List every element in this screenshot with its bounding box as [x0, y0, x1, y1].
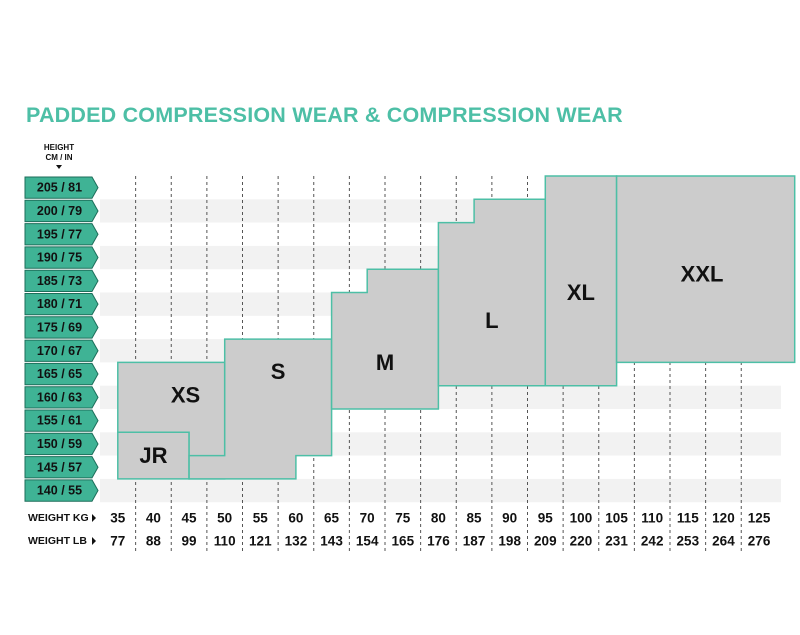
size-label-xl: XL	[567, 280, 595, 305]
weight-tick-label: 88	[146, 534, 162, 549]
weight-tick-label: 70	[360, 511, 375, 526]
height-tick-label: 175 / 69	[37, 320, 82, 334]
weight-tick-label: 110	[214, 534, 236, 549]
size-label-m: M	[376, 350, 394, 375]
height-label-tag	[24, 479, 99, 502]
size-region-m	[330, 268, 440, 410]
weight-tick-label: 154	[356, 534, 379, 549]
weight-tick-label: 45	[182, 511, 198, 526]
height-label-tag	[24, 176, 99, 199]
weight-tick-label: 187	[463, 534, 486, 549]
weight-tick-label: 220	[570, 534, 593, 549]
height-labels: 205 / 81 200 / 79 195 / 77 190 / 75 185 / 73…	[24, 176, 99, 502]
size-label-xxl: XXL	[681, 261, 724, 286]
height-tick-label: 165 / 65	[37, 367, 82, 381]
weight-tick-label: 105	[605, 511, 628, 526]
height-label-tag	[24, 432, 99, 456]
weight-tick-label: 132	[285, 534, 308, 549]
weight-tick-label: 253	[677, 534, 700, 549]
weight-tick-label: 90	[502, 511, 517, 526]
weight-tick-label: 198	[498, 534, 521, 549]
weight-tick-label: 209	[534, 534, 557, 549]
height-label-tag	[24, 223, 99, 246]
weight-tick-label: 40	[146, 511, 161, 526]
weight-tick-label: 143	[320, 534, 343, 549]
height-label-tag	[24, 409, 99, 432]
weight-tick-label: 231	[605, 534, 628, 549]
weight-tick-label: 125	[748, 511, 771, 526]
weight-tick-label: 264	[712, 534, 735, 549]
weight-tick-label: 99	[182, 534, 197, 549]
height-header-line-2: CM / IN	[45, 153, 73, 162]
height-label-tag	[24, 269, 99, 292]
weight-tick-label: 85	[467, 511, 483, 526]
weight-tick-label: 242	[641, 534, 664, 549]
size-regions: JR XS S M L XL XXL	[117, 175, 796, 480]
weight-tick-label: 55	[253, 511, 269, 526]
weight-tick-label: 77	[110, 534, 125, 549]
weight-tick-label: 276	[748, 534, 771, 549]
size-region-xl	[544, 175, 618, 387]
weight-arrow-icon	[92, 514, 96, 522]
height-tick-label: 200 / 79	[37, 204, 82, 218]
size-label-xs: XS	[171, 383, 200, 408]
weight-tick-label: 65	[324, 511, 340, 526]
height-axis-header: HEIGHT CM / IN	[24, 143, 94, 163]
weight-tick-label: 165	[392, 534, 415, 549]
height-label-tag	[24, 456, 99, 479]
weight-tick-label: 110	[641, 511, 663, 526]
height-tick-label: 180 / 71	[37, 297, 82, 311]
height-tick-label: 195 / 77	[37, 227, 82, 241]
height-tick-label: 205 / 81	[37, 181, 82, 195]
weight-tick-label: 35	[110, 511, 126, 526]
height-tick-label: 140 / 55	[37, 484, 82, 498]
height-header-line-1: HEIGHT	[43, 143, 75, 152]
weight-tick-label: 60	[288, 511, 303, 526]
weight-arrow-icon	[92, 537, 96, 545]
size-label-l: L	[485, 308, 498, 333]
weight-tick-label: 75	[395, 511, 411, 526]
height-tick-label: 145 / 57	[37, 460, 82, 474]
height-label-tag	[24, 246, 99, 269]
weight-tick-label: 95	[538, 511, 554, 526]
size-region-l	[437, 198, 547, 387]
row-stripe	[100, 478, 781, 503]
height-tick-label: 170 / 67	[37, 344, 82, 358]
weight-labels: WEIGHT KG 35 40 45 50 55 60 65 70 75 80 85 90 95 100 10…	[28, 511, 771, 549]
height-label-tag	[24, 293, 99, 316]
chart-title: PADDED COMPRESSION WEAR & COMPRESSION WE…	[26, 103, 623, 127]
height-label-tag	[24, 316, 99, 339]
size-region-xxl	[615, 175, 796, 364]
weight-tick-label: 120	[712, 511, 735, 526]
weight-axis-label: WEIGHT KG	[28, 512, 89, 524]
weight-axis-label: WEIGHT LB	[28, 535, 87, 547]
size-label-s: S	[271, 359, 286, 384]
height-tick-label: 190 / 75	[37, 251, 82, 265]
height-arrow-icon	[56, 165, 62, 169]
height-label-tag	[24, 362, 99, 386]
weight-tick-label: 50	[217, 511, 232, 526]
weight-tick-label: 176	[427, 534, 450, 549]
height-tick-label: 155 / 61	[37, 414, 82, 428]
weight-tick-label: 100	[570, 511, 593, 526]
height-label-tag	[24, 386, 99, 409]
size-label-jr: JR	[139, 443, 167, 468]
height-tick-label: 185 / 73	[37, 274, 82, 288]
weight-tick-label: 115	[677, 511, 699, 526]
weight-tick-label: 80	[431, 511, 446, 526]
weight-tick-label: 121	[249, 534, 272, 549]
height-label-tag	[24, 339, 99, 362]
height-tick-label: 160 / 63	[37, 390, 82, 404]
height-tick-label: 150 / 59	[37, 437, 82, 451]
height-label-tag	[24, 199, 99, 223]
